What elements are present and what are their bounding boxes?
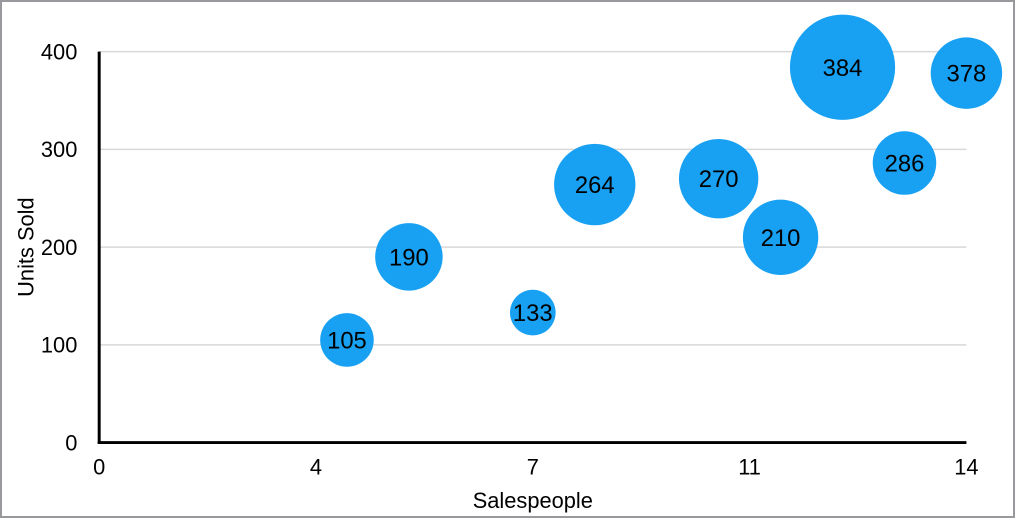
bubble-label: 105 [327, 328, 367, 355]
bubble-label: 133 [513, 300, 553, 327]
x-tick-label: 4 [310, 454, 322, 479]
bubble [554, 143, 636, 226]
x-tick-label: 11 [738, 454, 761, 479]
bubble-label: 378 [947, 61, 987, 88]
x-axis-title: Salespeople [473, 488, 593, 513]
y-axis-title: Units Sold [14, 197, 39, 296]
bubble-label: 190 [389, 244, 429, 271]
bubble-labels: 105 190 133 264 270 210 384 286 378 [327, 55, 986, 355]
bubble [789, 14, 896, 120]
y-tick-label: 400 [41, 39, 77, 64]
y-tick-label: 200 [41, 235, 77, 260]
x-tick-label: 0 [93, 454, 105, 479]
axes [97, 51, 967, 445]
x-tick-label: 7 [527, 454, 539, 479]
y-tick-label: 100 [41, 333, 77, 358]
bubble [320, 313, 374, 367]
bubble [509, 289, 556, 336]
bubble-label: 210 [761, 225, 801, 252]
bubble [678, 138, 759, 219]
bubble [930, 37, 1003, 109]
bubble-label: 384 [823, 55, 863, 82]
x-tick-label: 14 [954, 454, 978, 479]
y-tick-label: 0 [65, 430, 77, 455]
bubble-label: 264 [575, 172, 615, 199]
bubble-series [320, 14, 1003, 367]
bubble-label: 270 [699, 166, 739, 193]
tick-labels: 0 100 200 300 400 0 4 7 11 14 [41, 39, 979, 479]
bubble-label: 286 [885, 151, 925, 178]
bubble [872, 131, 937, 195]
y-tick-label: 300 [41, 137, 77, 162]
bubble [375, 223, 443, 291]
bubble [742, 199, 819, 276]
